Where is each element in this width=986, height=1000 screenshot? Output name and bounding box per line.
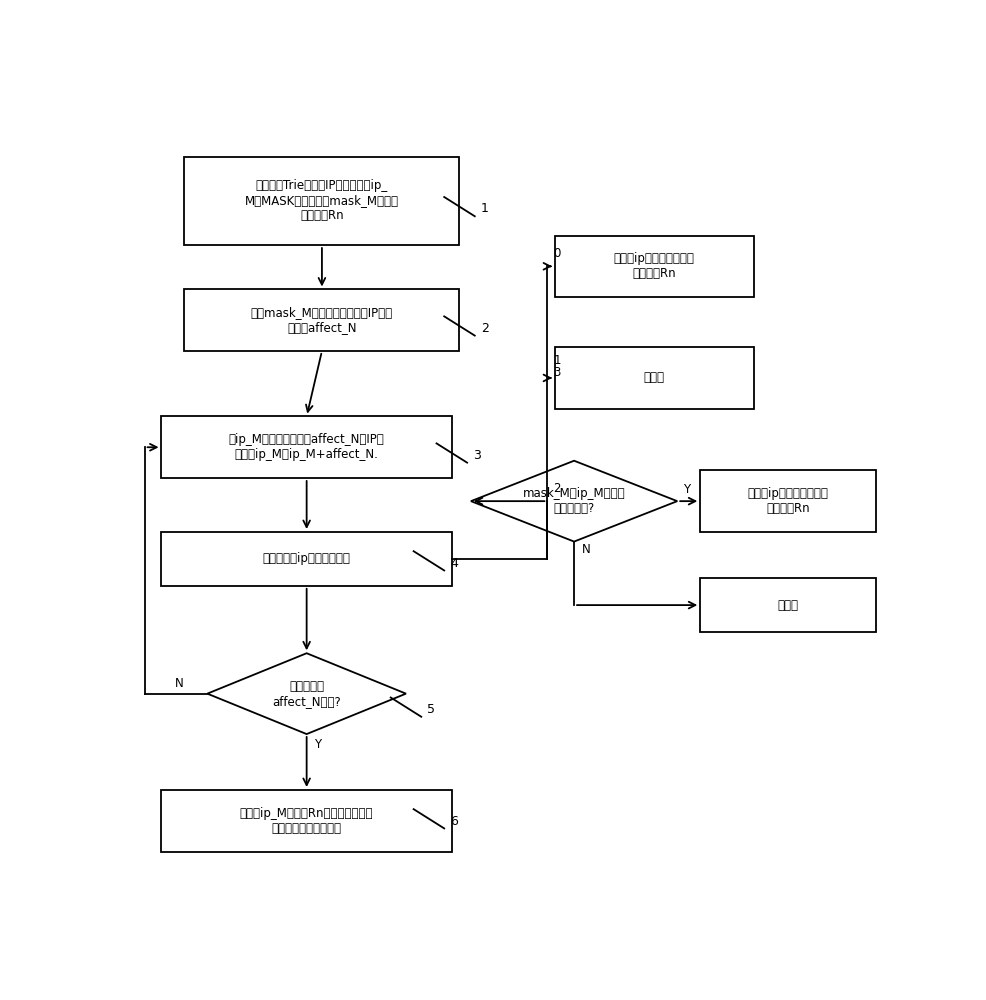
- Text: 不处理: 不处理: [778, 599, 799, 612]
- Text: 修改该ip位置的最长前缀
描述符为Rn: 修改该ip位置的最长前缀 描述符为Rn: [747, 487, 828, 515]
- Text: 3: 3: [473, 449, 481, 462]
- FancyBboxPatch shape: [184, 157, 459, 245]
- Text: 1: 1: [553, 354, 561, 367]
- Polygon shape: [207, 653, 406, 734]
- Text: 不处理: 不处理: [644, 371, 665, 384]
- Text: 从ip_M开始，循环处理affect_N个IP地
址，即ip_M到ip_M+affect_N.: 从ip_M开始，循环处理affect_N个IP地 址，即ip_M到ip_M+af…: [229, 433, 385, 461]
- FancyBboxPatch shape: [162, 790, 452, 852]
- Polygon shape: [471, 461, 677, 542]
- Text: 循环次数够
affect_N次了?: 循环次数够 affect_N次了?: [272, 680, 341, 708]
- FancyBboxPatch shape: [184, 289, 459, 351]
- Text: 获取待处理ip位置节点状态: 获取待处理ip位置节点状态: [262, 552, 351, 565]
- Text: 1: 1: [481, 202, 489, 215]
- Text: 5: 5: [427, 703, 436, 716]
- Text: Y: Y: [683, 483, 690, 496]
- FancyBboxPatch shape: [700, 578, 876, 632]
- FancyBboxPatch shape: [162, 416, 452, 478]
- Text: 获取本级Trie节点，IP比特段地址ip_
M，MASK比特段地址mask_M，对应
路由表项Rn: 获取本级Trie节点，IP比特段地址ip_ M，MASK比特段地址mask_M，…: [245, 179, 399, 222]
- Text: 计算mask_M所影响到到的具体IP地址
的个数affect_N: 计算mask_M所影响到到的具体IP地址 的个数affect_N: [250, 306, 393, 334]
- Text: 4: 4: [451, 557, 458, 570]
- Text: N: N: [176, 677, 184, 690]
- Text: 2: 2: [553, 482, 561, 495]
- Text: 3: 3: [553, 366, 561, 379]
- FancyBboxPatch shape: [162, 532, 452, 586]
- Text: 将前缀ip_M与路由Rn的对应关系添加
到备用前缀描述符中去: 将前缀ip_M与路由Rn的对应关系添加 到备用前缀描述符中去: [240, 807, 374, 835]
- Text: Y: Y: [315, 738, 321, 751]
- FancyBboxPatch shape: [555, 347, 753, 409]
- Text: 6: 6: [451, 815, 458, 828]
- Text: 0: 0: [553, 247, 561, 260]
- Text: N: N: [582, 543, 591, 556]
- Text: 2: 2: [481, 322, 489, 335]
- FancyBboxPatch shape: [700, 470, 876, 532]
- Text: mask_M是ip_M网段中
的最长前缀?: mask_M是ip_M网段中 的最长前缀?: [523, 487, 625, 515]
- Text: 修改该ip位置的最长前缀
描述符为Rn: 修改该ip位置的最长前缀 描述符为Rn: [614, 252, 695, 280]
- FancyBboxPatch shape: [555, 235, 753, 297]
